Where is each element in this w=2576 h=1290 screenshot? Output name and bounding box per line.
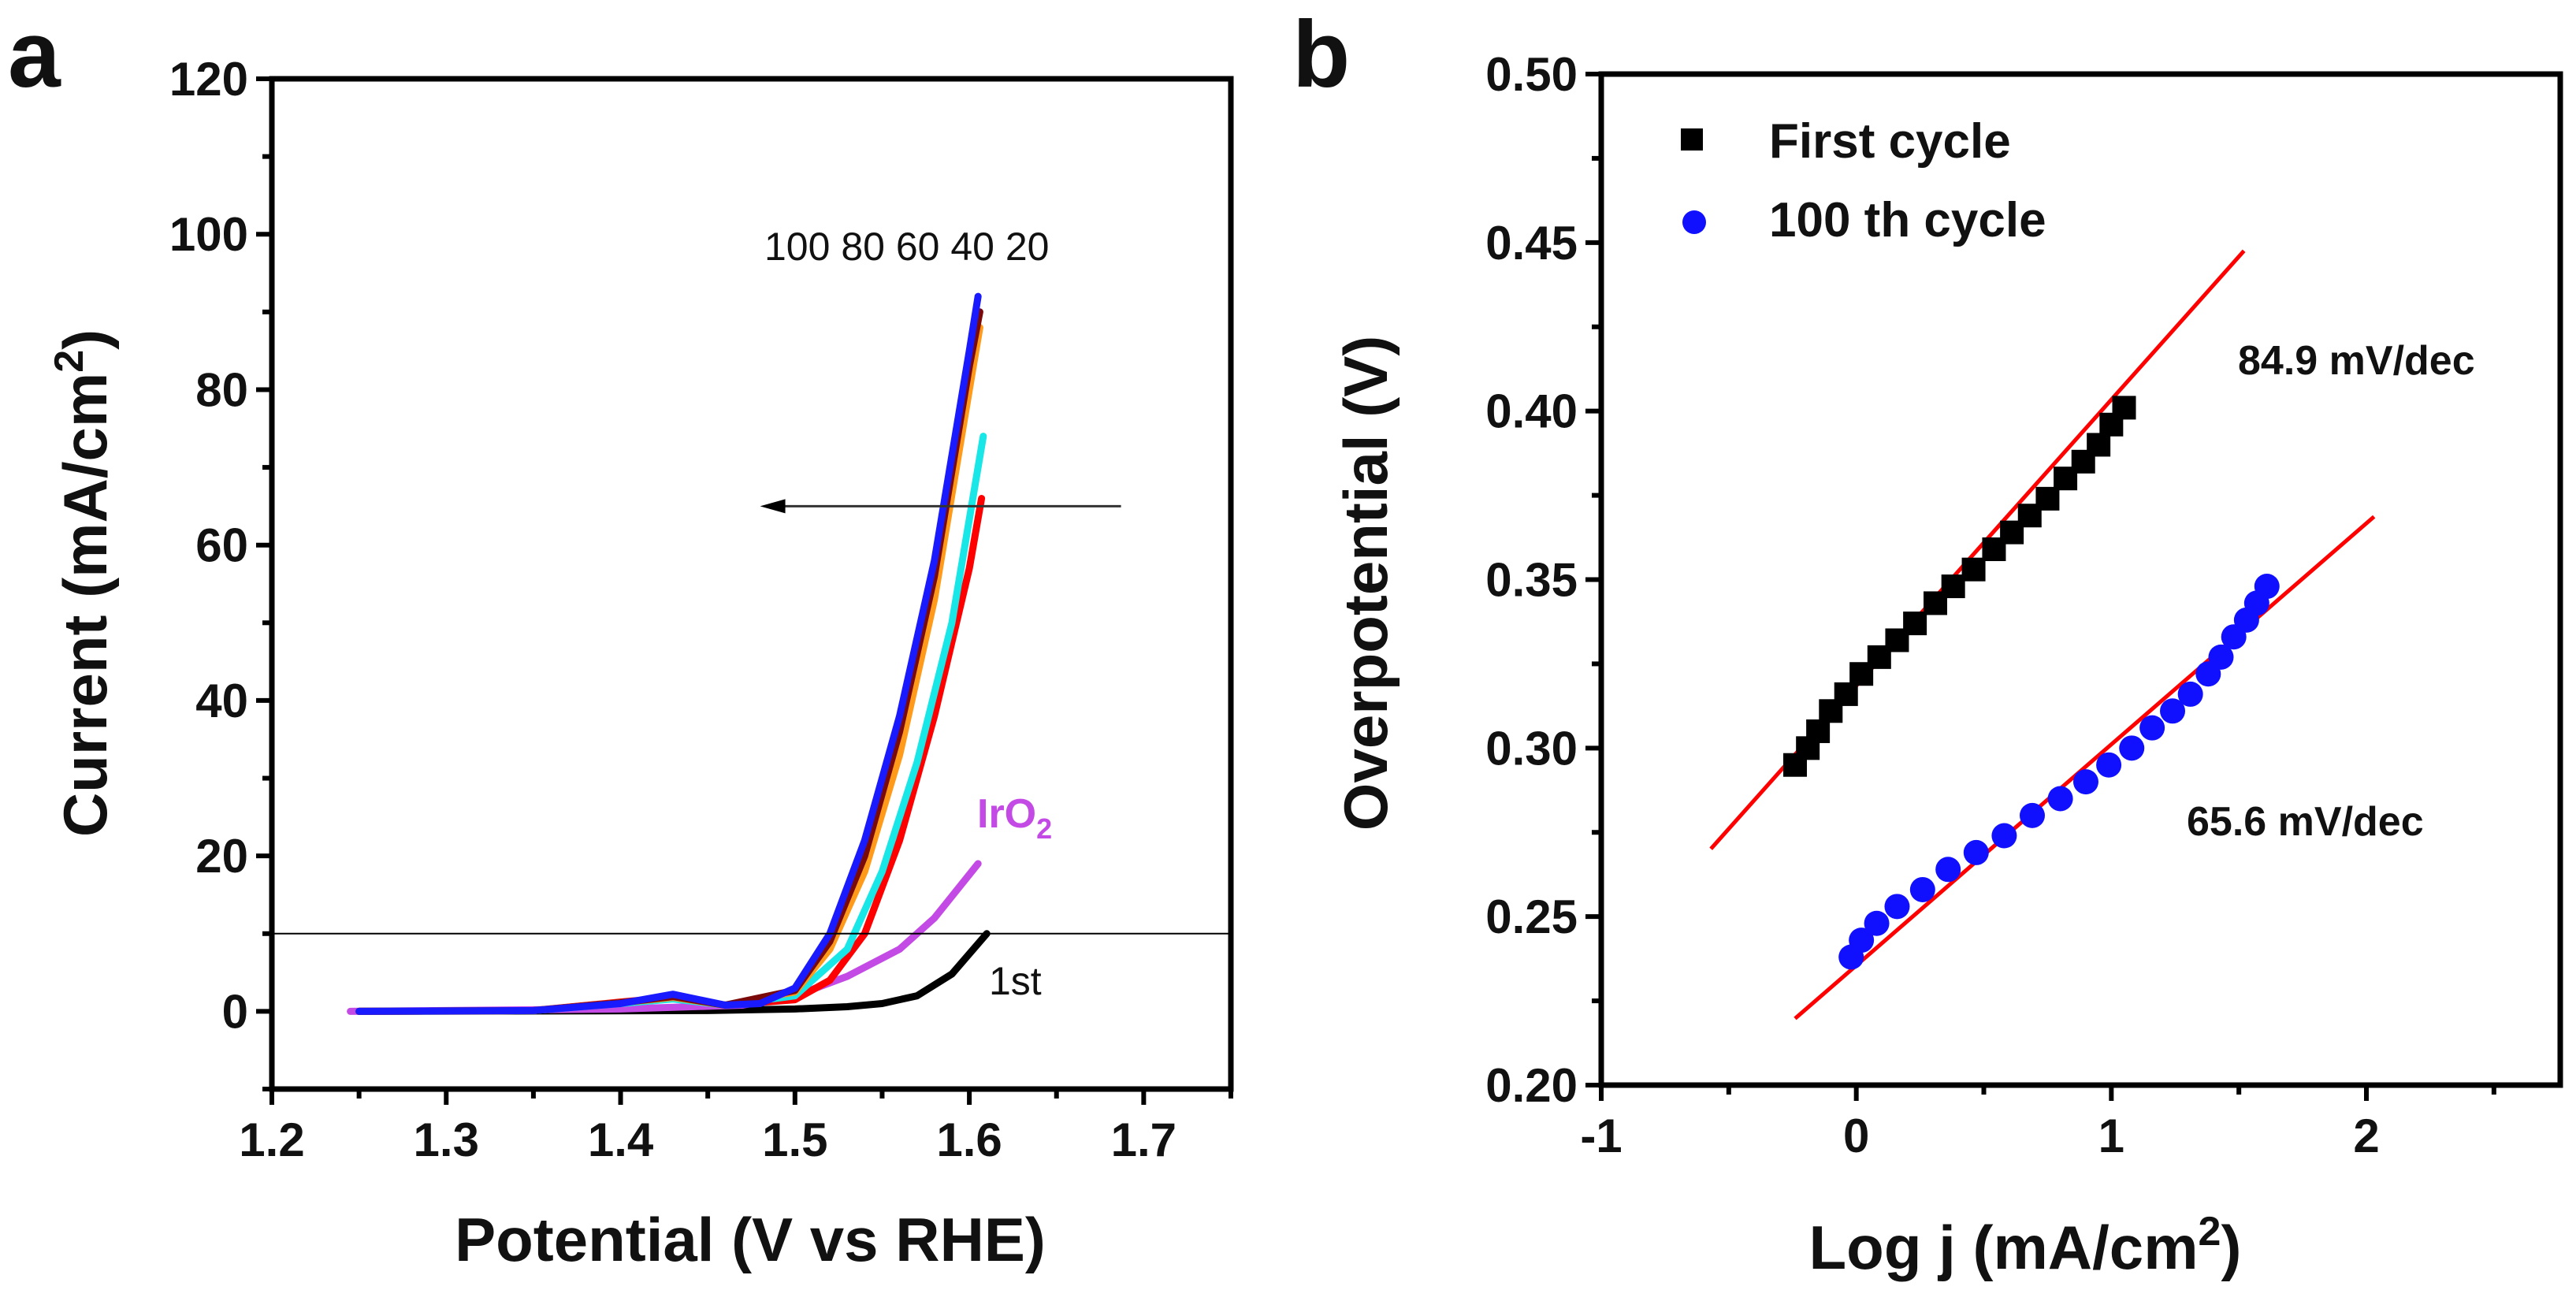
arrow-head-icon [760,499,786,514]
iro2-annotation: IrO2 [977,791,1052,845]
fit-line-1 [1794,515,2376,1020]
data-point-circle [2254,574,2280,600]
data-point-square [2035,486,2060,511]
a-y-tick-label: 80 [195,363,248,416]
b-y-tick-label: 0.25 [1485,890,1578,943]
a-y-tick-label: 120 [169,53,248,106]
y-title-end: ) [50,329,120,350]
b-x-tick-label: -1 [1580,1110,1622,1162]
a-y-tick-label: 40 [195,675,248,727]
y-title-sup: 2 [46,350,92,373]
series-line-100 [355,292,982,1015]
data-point-square [1806,719,1831,743]
b-y-tick-label: 0.30 [1485,722,1578,775]
series-line-60 [355,324,983,1015]
data-point-circle [2047,786,2073,812]
data-point-circle [1849,928,1875,954]
data-point-square [1834,682,1858,706]
data-point-square [1961,557,1986,582]
data-point-circle [1864,910,1890,936]
data-point-circle [2160,698,2186,724]
data-point-circle [2177,681,2203,707]
a-y-tick-label: 20 [195,830,248,883]
x-title-end: ) [2221,1213,2241,1282]
data-point-circle [2139,715,2165,741]
legend-label-first: First cycle [1769,114,2011,169]
first-annotation: 1st [989,959,1042,1003]
b-y-tick-label: 0.40 [1485,385,1578,438]
x-title-main: Log j (mA/cm [1809,1213,2199,1282]
y-axis-title-b: Overpotential (V) [1331,336,1400,831]
b-plot-frame [1598,71,2563,1088]
legend-label-100th: 100 th cycle [1769,193,2046,247]
data-point-circle [1935,857,1961,883]
data-point-circle [2119,735,2145,761]
a-x-tick-label: 1.2 [239,1113,304,1166]
iro2-main: IrO [977,791,1036,837]
series-line-80 [355,308,983,1015]
iro2-sub: 2 [1036,812,1052,845]
panel-a-series [272,292,1231,1015]
a-x-tick-label: 1.3 [414,1113,479,1166]
panel-b-series [1709,249,2376,1020]
series-line-40 [355,433,987,1015]
x-axis-title-a: Potential (V vs RHE) [455,1205,1046,1274]
data-point-circle [1991,823,2017,849]
panel-label-a: a [8,2,61,107]
legend-marker-square [1681,128,1703,151]
b-y-tick-label: 0.20 [1485,1059,1578,1112]
slope-label-100th: 65.6 mV/dec [2187,799,2424,845]
a-x-tick-label: 1.5 [762,1113,827,1166]
b-x-tick-label: 1 [2098,1110,2124,1162]
data-point-square [2087,433,2111,457]
data-point-circle [2096,752,2122,778]
cycles-annotation: 100 80 60 40 20 [764,225,1049,269]
b-x-tick-label: 0 [1843,1110,1869,1162]
b-y-tick-label: 0.45 [1485,217,1578,270]
y-axis-title-a: Current (mA/cm2) [46,329,120,837]
a-y-tick-label: 60 [195,519,248,572]
a-y-tick-label: 0 [222,985,248,1038]
data-point-square [2112,396,2136,420]
y-title-main: Current (mA/cm [50,373,120,837]
panel-label-b: b [1292,2,1350,107]
panel-a: a 1.2 1.3 1.4 1.5 1.6 1.7 0 20 40 60 80 100 120 100 … [8,2,1234,1274]
legend: First cycle 100 th cycle [1681,114,2046,247]
x-axis-title-b: Log j (mA/cm2) [1809,1209,2242,1282]
panel-b-axes: -1 0 1 2 0.20 0.25 0.30 0.35 0.40 0.45 0.50 [1485,48,2563,1162]
panel-a-axes: 1.2 1.3 1.4 1.5 1.6 1.7 0 20 40 60 80 100 120 [169,53,1234,1166]
data-point-circle [2208,644,2234,670]
panel-b: b -1 0 1 2 0.20 0.25 0.30 0.35 0.40 0.45 0.50 Firs… [1292,2,2563,1282]
data-point-circle [2072,769,2098,795]
a-x-tick-label: 1.6 [936,1113,1002,1166]
a-x-tick-label: 1.4 [588,1113,654,1166]
data-point-square [1941,574,1965,599]
data-point-circle [1884,894,1910,920]
legend-marker-circle [1682,210,1706,234]
data-point-circle [2020,802,2046,828]
a-x-tick-label: 1.7 [1111,1113,1176,1166]
b-y-tick-label: 0.50 [1485,48,1578,101]
a-y-tick-label: 100 [169,208,248,261]
series-line-1st [355,930,991,1015]
slope-label-first: 84.9 mV/dec [2238,338,2475,384]
data-point-circle [1909,876,1935,902]
data-point-square [1903,612,1927,636]
a-plot-frame [269,76,1234,1092]
b-x-tick-label: 2 [2353,1110,2379,1162]
x-title-sup: 2 [2199,1209,2221,1255]
b-y-tick-label: 0.35 [1485,554,1578,607]
data-point-circle [1963,839,1989,865]
